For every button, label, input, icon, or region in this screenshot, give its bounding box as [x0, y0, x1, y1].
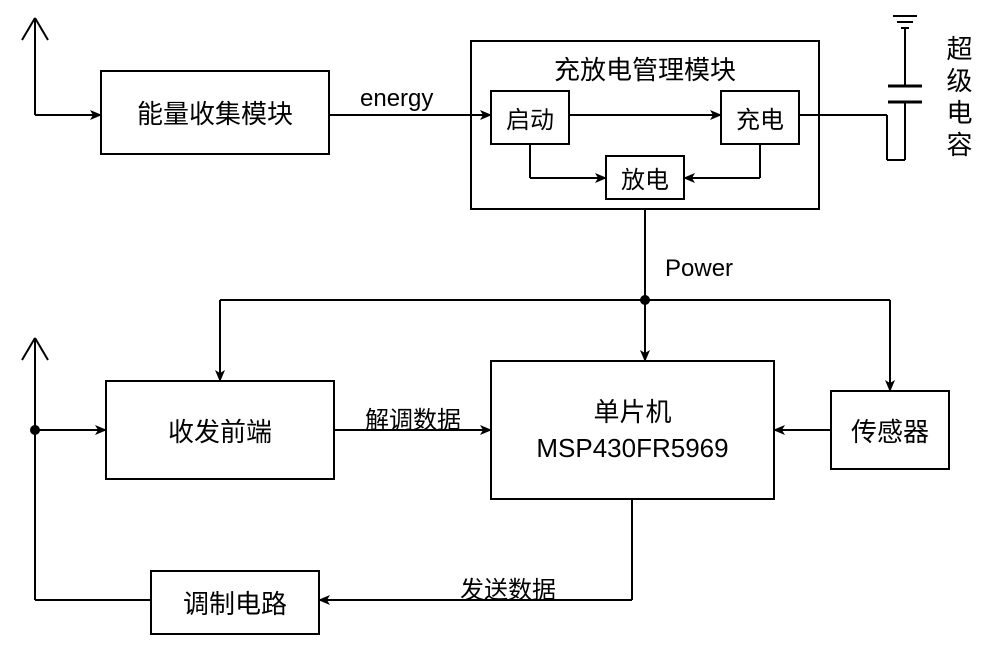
- energy-harvest-block: 能量收集模块: [100, 70, 330, 155]
- antenna-top-icon: [22, 18, 48, 40]
- start-label: 启动: [506, 100, 554, 135]
- junction-dot: [640, 295, 650, 305]
- sensor-label: 传感器: [851, 412, 929, 449]
- energy-harvest-label: 能量收集模块: [137, 94, 293, 131]
- demod-edge-label: 解调数据: [365, 400, 461, 435]
- send-edge-label: 发送数据: [460, 570, 556, 605]
- supercap-label: 超级电容: [940, 35, 977, 163]
- mcu-block: 单片机 MSP430FR5969: [490, 360, 775, 500]
- frontend-block: 收发前端: [105, 380, 335, 480]
- charge-sub-block: 充电: [720, 90, 800, 145]
- charge-label: 充电: [736, 100, 784, 135]
- mcu-label-line2: MSP430FR5969: [536, 430, 728, 466]
- modulator-block: 调制电路: [150, 570, 320, 635]
- charge-mgmt-title: 充放电管理模块: [554, 50, 736, 87]
- sensor-block: 传感器: [830, 390, 950, 470]
- junction-dot: [30, 425, 40, 435]
- energy-edge-label: energy: [360, 85, 433, 113]
- modulator-label: 调制电路: [183, 584, 287, 621]
- start-sub-block: 启动: [490, 90, 570, 145]
- supercap-icon: [887, 16, 922, 160]
- frontend-label: 收发前端: [168, 412, 272, 449]
- discharge-label: 放电: [621, 160, 669, 195]
- power-edge-label: Power: [665, 255, 733, 283]
- mcu-label-line1: 单片机: [593, 394, 671, 430]
- discharge-sub-block: 放电: [605, 155, 685, 200]
- antenna-bottom-icon: [22, 338, 48, 360]
